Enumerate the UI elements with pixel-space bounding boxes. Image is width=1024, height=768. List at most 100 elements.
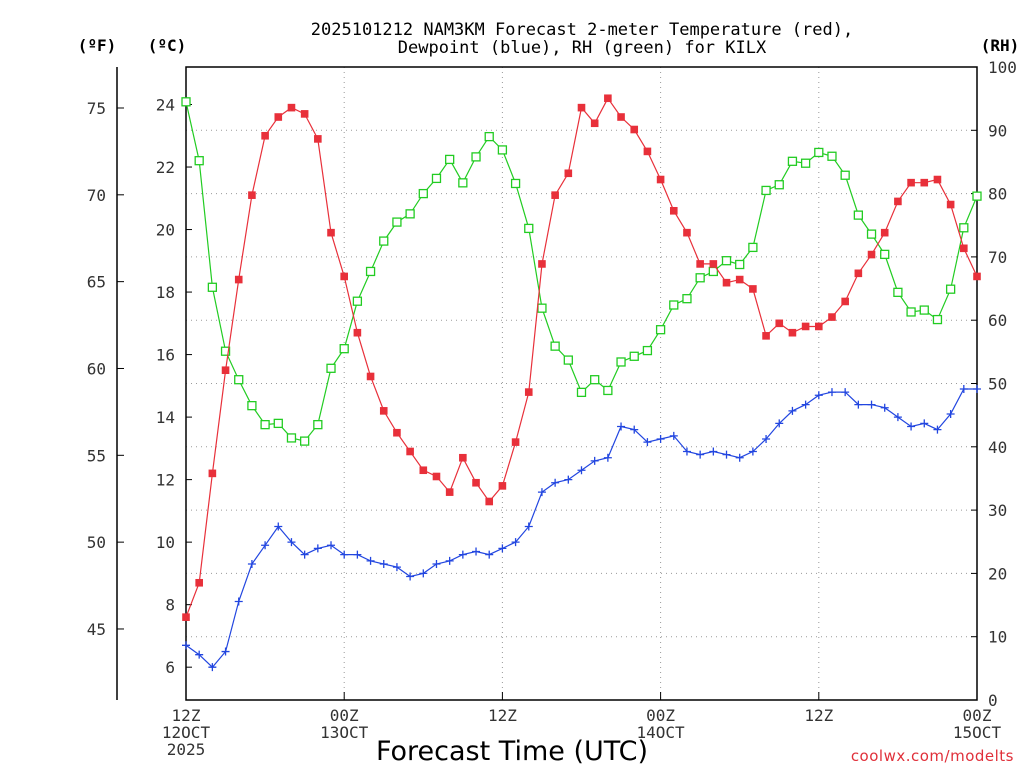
- temperature-point: [234, 275, 243, 284]
- fahrenheit-tick-label: 55: [87, 446, 106, 465]
- dewpoint-point: [537, 488, 546, 497]
- rh-point: [220, 346, 231, 356]
- temperature-point: [683, 228, 691, 237]
- dewpoint-point: [709, 447, 718, 456]
- rh-point: [524, 223, 534, 234]
- temperature-point: [775, 319, 784, 328]
- rh-point: [339, 344, 349, 354]
- rh-point: [748, 242, 758, 253]
- temperature-point: [722, 278, 731, 287]
- rh-point: [972, 191, 982, 201]
- temperature-point: [577, 103, 586, 112]
- rh-point: [194, 156, 204, 166]
- time-tick-label: 2025: [167, 740, 206, 759]
- rh-tick-label: 30: [988, 501, 1007, 520]
- dewpoint-point: [261, 541, 270, 550]
- dewpoint-point: [617, 422, 626, 431]
- dewpoint-point: [353, 550, 362, 559]
- temperature-point: [551, 191, 559, 199]
- temperature-point: [617, 113, 625, 121]
- temperature-point: [208, 469, 217, 478]
- dewpoint-point: [973, 384, 981, 393]
- rh-point: [945, 284, 956, 294]
- temperature-point: [445, 488, 454, 496]
- dewpoint-point: [801, 400, 810, 409]
- temperature-point: [379, 407, 388, 415]
- rh-tick-label: 80: [988, 185, 1007, 204]
- rh-tick-label: 20: [988, 564, 1007, 583]
- dewpoint-point: [590, 456, 599, 465]
- dewpoint-point: [854, 400, 863, 409]
- dewpoint-point: [564, 475, 573, 484]
- celsius-tick-label: 20: [156, 221, 175, 240]
- fahrenheit-tick-label: 70: [87, 186, 106, 205]
- temperature-point: [472, 478, 480, 487]
- temperature-point: [907, 178, 915, 187]
- temperature-point: [894, 197, 902, 206]
- dewpoint-point: [551, 478, 560, 487]
- rh-point: [207, 282, 218, 292]
- time-tick-label: 15OCT: [953, 723, 1002, 742]
- dewpoint-point: [524, 522, 533, 531]
- dewpoint-point: [643, 438, 652, 447]
- temperature-point: [432, 472, 441, 481]
- rh-point: [695, 273, 705, 283]
- temperature-point: [696, 260, 704, 268]
- temperature-point: [656, 175, 665, 184]
- dewpoint-point: [880, 403, 889, 412]
- rh-point: [761, 185, 771, 196]
- temperature-point: [815, 322, 823, 331]
- temperature-point: [459, 453, 467, 462]
- time-tick-label: 12Z: [172, 706, 201, 725]
- dewpoint-point: [472, 547, 481, 556]
- dewpoint-point: [287, 538, 296, 547]
- temperature-point: [314, 135, 322, 143]
- dewpoint-point: [669, 431, 678, 440]
- rh-point: [273, 418, 283, 429]
- temperature-point: [880, 228, 889, 237]
- dewpoint-point: [722, 450, 731, 459]
- dewpoint-point: [274, 522, 283, 531]
- credit-text: coolwx.com/modelts: [851, 747, 1014, 765]
- x-axis-title: Forecast Time (UTC): [376, 736, 648, 767]
- fahrenheit-tick-label: 65: [87, 273, 106, 292]
- dewpoint-point: [392, 563, 401, 572]
- temperature-point: [538, 260, 546, 268]
- rh-point: [471, 152, 481, 162]
- dewpoint-point: [867, 400, 876, 409]
- chart-title-line2: Dewpoint (blue), RH (green) for KILX: [398, 38, 767, 58]
- rh-point: [603, 385, 613, 396]
- rh-point: [787, 156, 798, 166]
- temperature-point: [669, 206, 678, 215]
- temperature-point: [735, 275, 744, 284]
- dewpoint-point: [827, 388, 836, 397]
- dewpoint-point: [340, 550, 349, 559]
- temperature-point: [524, 388, 533, 396]
- rh-point: [365, 266, 376, 277]
- temperature-point: [248, 191, 256, 199]
- rh-point: [629, 351, 639, 361]
- temperature-point: [762, 332, 770, 340]
- rh-point: [814, 147, 824, 158]
- dewpoint-point: [748, 447, 757, 456]
- rh-point: [893, 287, 903, 297]
- dewpoint-point: [366, 556, 375, 565]
- celsius-tick-label: 14: [156, 408, 175, 427]
- rh-tick-label: 70: [988, 248, 1007, 267]
- dewpoint-point: [432, 560, 441, 569]
- dewpoint-point: [775, 419, 784, 428]
- rh-point: [484, 131, 494, 142]
- temperature-point: [960, 244, 968, 253]
- celsius-tick-label: 18: [156, 283, 175, 302]
- temperature-point: [854, 269, 863, 278]
- dewpoint-point: [221, 647, 230, 656]
- rh-tick-label: 40: [988, 438, 1007, 457]
- temperature-point: [353, 328, 362, 337]
- dewpoint-point: [920, 419, 929, 428]
- temperature-point: [564, 169, 573, 178]
- temperature-point: [498, 482, 507, 490]
- rh-point: [682, 294, 692, 304]
- temperature-point: [485, 497, 494, 506]
- rh-point: [616, 357, 626, 367]
